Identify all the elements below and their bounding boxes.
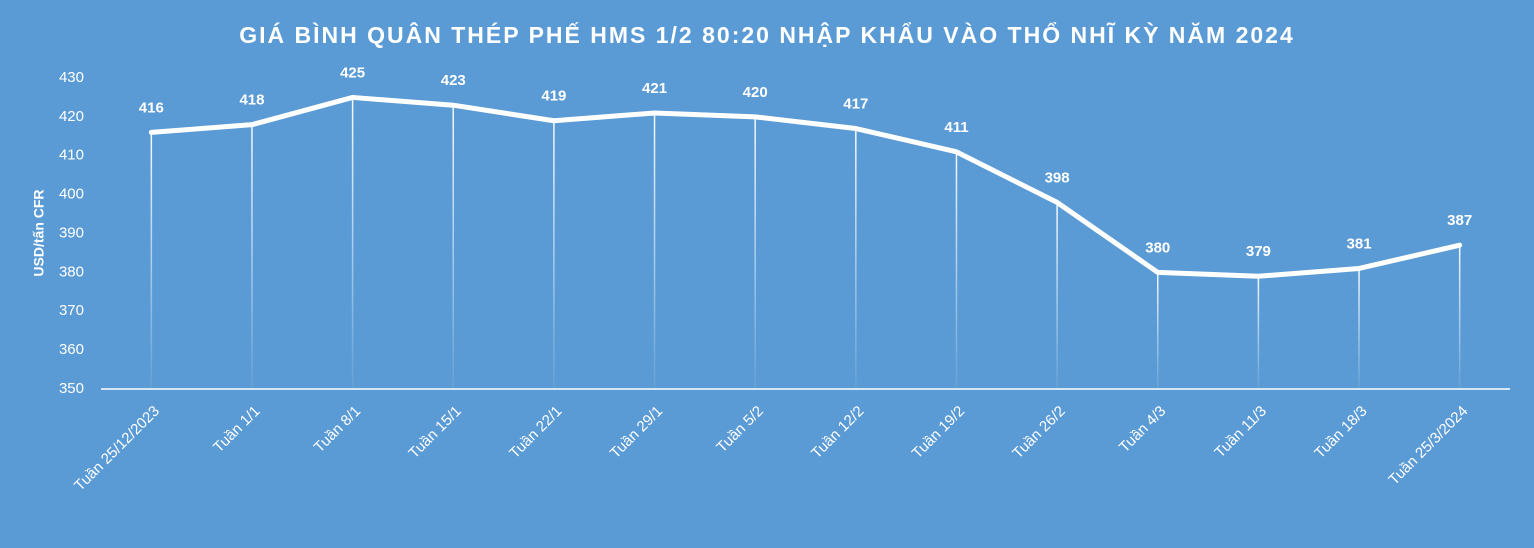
drop-line <box>1056 202 1058 389</box>
x-tick-label: Tuần 15/1 <box>405 403 464 462</box>
y-tick-label: 380 <box>59 263 84 280</box>
data-label: 380 <box>1145 239 1170 256</box>
data-label: 419 <box>541 88 566 105</box>
data-label: 398 <box>1045 169 1070 186</box>
drop-line <box>855 128 857 389</box>
line <box>148 94 1463 279</box>
drop-line <box>1458 245 1461 389</box>
data-label: 420 <box>743 84 768 101</box>
y-tick-label: 410 <box>59 147 84 164</box>
x-tick-label: Tuần 19/2 <box>909 403 968 462</box>
x-tick-label: Tuần 22/1 <box>506 403 565 462</box>
drop-line <box>452 105 454 390</box>
y-tick-label: 430 <box>59 69 84 86</box>
x-tick-label: Tuần 29/1 <box>607 403 666 462</box>
y-tick-label: 400 <box>59 186 84 203</box>
x-tick-label: Tuần 1/1 <box>210 403 263 456</box>
data-label: 379 <box>1246 243 1271 260</box>
data-label: 416 <box>139 99 164 116</box>
y-tick-label: 370 <box>59 302 84 319</box>
drop-line <box>1358 268 1360 389</box>
data-label: 425 <box>340 64 365 81</box>
drop-line <box>251 124 253 390</box>
drop-line <box>1257 276 1260 389</box>
x-tick-label: Tuần 26/2 <box>1009 403 1068 462</box>
data-label: 423 <box>441 72 466 89</box>
data-label: 411 <box>944 119 968 136</box>
y-tick-label: 390 <box>59 224 84 241</box>
x-tick-label: Tuần 12/2 <box>808 403 867 462</box>
x-tick-label: Tuần 8/1 <box>311 403 364 456</box>
x-tick-label: Tuần 25/3/2024 <box>1385 403 1471 489</box>
drop-line <box>653 112 656 390</box>
x-tick-label: Tuần 18/3 <box>1311 403 1370 462</box>
y-tick-label: 420 <box>59 108 84 125</box>
drop-line <box>351 97 354 389</box>
x-tick-label: Tuần 11/3 <box>1211 403 1270 462</box>
x-tick-label: Tuần 4/3 <box>1116 403 1169 456</box>
drop-line <box>553 120 555 389</box>
drop-line <box>1157 272 1159 389</box>
y-axis-label: USD/tấn CFR <box>31 189 47 276</box>
x-tick-label: Tuần 5/2 <box>713 403 766 456</box>
data-label: 417 <box>843 96 868 113</box>
drop-line <box>150 132 153 390</box>
drop-line <box>955 151 958 389</box>
data-label: 418 <box>239 92 264 109</box>
y-tick-label: 350 <box>59 380 84 397</box>
chart-title: GIÁ BÌNH QUÂN THÉP PHẾ HMS 1/2 80:20 NHẬ… <box>239 21 1295 48</box>
data-label: 421 <box>642 80 667 97</box>
drop-line <box>754 116 756 389</box>
data-label: 381 <box>1347 235 1372 252</box>
data-label: 387 <box>1447 212 1472 229</box>
y-tick-label: 360 <box>59 341 84 358</box>
x-tick-label: Tuần 25/12/2023 <box>71 403 163 495</box>
